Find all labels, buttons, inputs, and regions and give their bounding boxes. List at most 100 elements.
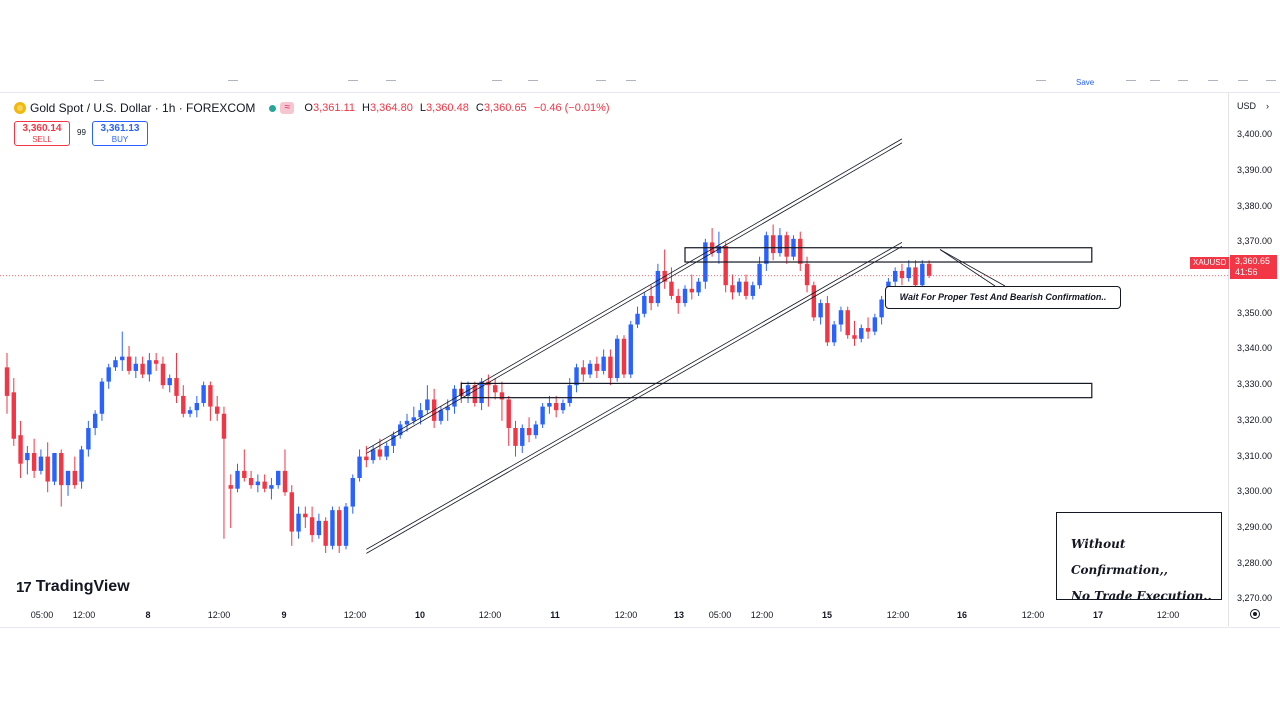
candle-body <box>784 235 789 257</box>
search-icon[interactable] <box>1150 76 1160 81</box>
candle-body <box>438 410 444 421</box>
candle-body <box>540 406 545 425</box>
channel-lower-line <box>366 242 903 550</box>
flag-icon[interactable]: ≈ <box>280 102 295 114</box>
candle-body <box>533 424 539 436</box>
tradingview-logo-text: TradingView <box>35 578 130 595</box>
candle-body <box>133 363 139 371</box>
candle-body <box>594 363 600 371</box>
price-tick-label: 3,340.00 <box>1236 343 1272 354</box>
toolbar-icon[interactable] <box>228 76 238 81</box>
time-tick-label: 12:00 <box>343 610 367 620</box>
toolbar-icon[interactable] <box>1126 76 1136 81</box>
toolbar-icon[interactable] <box>528 76 538 81</box>
candle-body <box>716 245 722 254</box>
time-tick-label: 12:00 <box>72 610 96 620</box>
toolbar-icon[interactable] <box>1036 76 1046 81</box>
annotation-no-trade[interactable]: Without Confirmation,, No Trade Executio… <box>1056 512 1222 603</box>
bottom-panel-border <box>0 627 1280 638</box>
candle-body <box>689 288 694 293</box>
time-tick-label: 15 <box>821 610 833 620</box>
candle-body <box>309 517 315 536</box>
toolbar-icon[interactable] <box>596 76 606 81</box>
spread-value: 99 <box>77 128 86 137</box>
tradingview-logo-mark: 17 <box>16 578 32 596</box>
time-tick-label: 9 <box>281 610 287 620</box>
candle-body <box>615 338 620 379</box>
candle-body <box>276 470 281 486</box>
candle-body <box>377 449 383 457</box>
currency-selector[interactable]: USD <box>1237 101 1257 111</box>
candle-body <box>99 381 105 414</box>
chevron-down-icon[interactable]: › <box>1266 101 1269 111</box>
camera-icon[interactable] <box>1238 76 1248 81</box>
save-button[interactable]: Save <box>1076 78 1095 87</box>
candle-body <box>181 395 186 414</box>
candle-body <box>174 378 179 396</box>
buy-button[interactable]: 3,361.13 BUY <box>92 121 148 146</box>
candle-body <box>18 435 23 464</box>
fullscreen-icon[interactable] <box>1208 76 1218 81</box>
candle-body <box>920 263 925 286</box>
candle-body <box>601 356 606 371</box>
sell-button[interactable]: 3,360.14 SELL <box>14 121 70 146</box>
candle-body <box>384 445 389 457</box>
toolbar-icon[interactable] <box>348 76 358 81</box>
toolbar-icon[interactable] <box>386 76 396 81</box>
candle-body <box>831 324 837 343</box>
candle-body <box>492 385 498 393</box>
current-price: 3,360.65 <box>1235 256 1271 266</box>
toolbar-icon[interactable] <box>94 76 104 81</box>
candle-body <box>581 367 586 375</box>
symbol-header: Gold Spot / U.S. Dollar · 1h · FOREXCOM … <box>14 100 610 116</box>
symbol-price-tag: XAUUSD <box>1190 257 1230 269</box>
candle-body <box>696 281 701 293</box>
price-tick-label: 3,350.00 <box>1236 307 1272 318</box>
toolbar-icon[interactable] <box>492 76 502 81</box>
candle-body <box>323 520 328 546</box>
candle-body <box>818 303 823 318</box>
candle-body <box>892 270 898 282</box>
candle-body <box>804 263 810 286</box>
annotation-wait-confirmation[interactable]: Wait For Proper Test And Bearish Confirm… <box>885 286 1121 309</box>
settings-icon[interactable] <box>1178 76 1188 81</box>
sell-label: SELL <box>32 135 52 144</box>
ohlc-values: O3,361.11 H3,364.80 L3,360.48 C3,360.65 … <box>304 102 609 114</box>
candle-body <box>282 470 288 493</box>
annotation-callout-line <box>939 249 1006 287</box>
candle-body <box>865 328 871 332</box>
ohlc-change: −0.46 (−0.01%) <box>533 102 610 114</box>
candle-body <box>621 338 627 375</box>
candle-body <box>845 310 850 336</box>
ohlc-low: 3,360.48 <box>426 102 469 114</box>
tradingview-logo[interactable]: 17 TradingView <box>16 578 130 596</box>
ohlc-low-label: L <box>419 102 427 114</box>
candle-body <box>140 363 145 375</box>
candle-body <box>499 392 505 400</box>
candle-body <box>879 299 884 318</box>
candle-body <box>445 406 450 411</box>
chart-area[interactable] <box>0 93 1228 626</box>
candle-body <box>526 428 532 436</box>
ohlc-high-label: H <box>362 102 370 114</box>
candle-body <box>160 363 166 386</box>
price-axis[interactable] <box>1228 93 1280 626</box>
candle-body <box>906 267 911 279</box>
market-status-icon[interactable] <box>269 104 277 112</box>
price-tick-label: 3,320.00 <box>1236 414 1272 425</box>
current-price-tag: 3,360.65 41:56 <box>1230 255 1277 279</box>
candle-body <box>404 420 410 425</box>
candle-body <box>628 324 633 375</box>
candle-body <box>106 367 111 382</box>
menu-icon[interactable] <box>1266 76 1276 81</box>
time-tick-label: 12:00 <box>1156 610 1180 620</box>
candle-body <box>65 470 71 486</box>
symbol-title[interactable]: Gold Spot / U.S. Dollar · 1h · FOREXCOM <box>30 101 256 115</box>
toolbar-icon[interactable] <box>626 76 636 81</box>
candle-body <box>655 270 661 304</box>
channel-lower-line-parallel <box>366 246 903 554</box>
candle-body <box>31 453 37 471</box>
time-tick-label: 05:00 <box>30 610 54 620</box>
chart-settings-icon[interactable] <box>1250 609 1260 619</box>
candle-body <box>11 392 16 439</box>
